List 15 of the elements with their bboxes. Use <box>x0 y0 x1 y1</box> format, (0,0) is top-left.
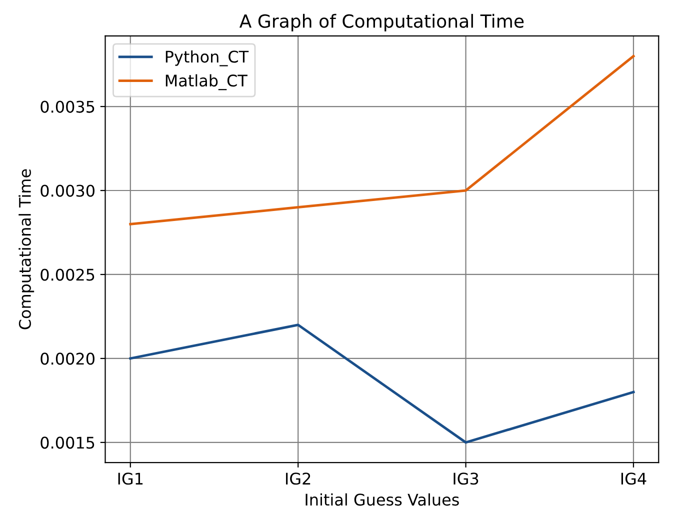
x-tick-label: IG2 <box>286 472 310 485</box>
y-tick-label: 0.0035 <box>40 100 94 113</box>
y-tick-label: 0.0015 <box>40 436 94 449</box>
x-axis-title: Initial Guess Values <box>306 493 459 506</box>
chart-title: A Graph of Computational Time <box>239 14 524 32</box>
legend-label: Python_CT <box>166 50 249 66</box>
line-series <box>129 324 635 444</box>
y-axis-title: Computational Time <box>18 169 34 330</box>
y-tick-label: 0.0020 <box>40 352 94 365</box>
y-tick-label: 0.0030 <box>40 184 94 197</box>
x-tick-label: IG1 <box>118 472 143 485</box>
legend-label: Matlab_CT <box>166 74 248 90</box>
y-tick-label: 0.0025 <box>40 268 94 281</box>
x-tick-label: IG3 <box>454 472 478 485</box>
x-tick-label: IG4 <box>621 472 646 485</box>
